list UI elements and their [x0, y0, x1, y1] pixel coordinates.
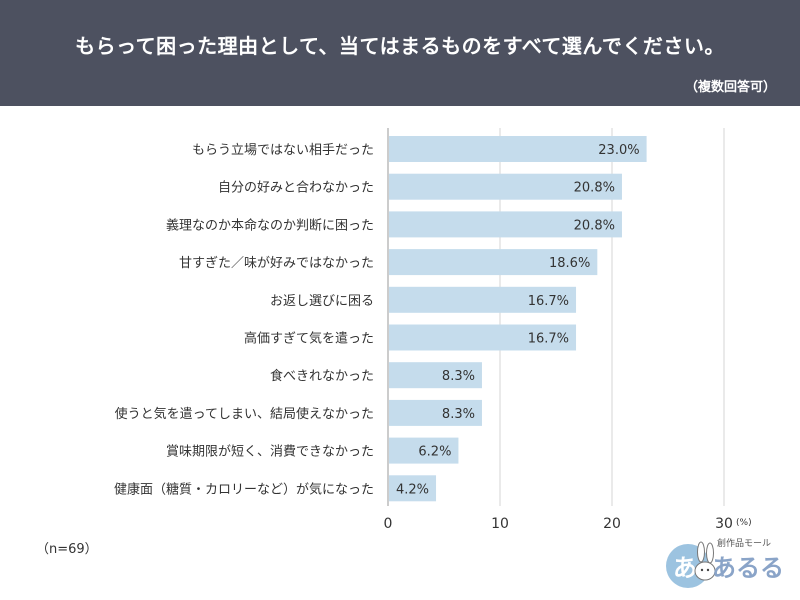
category-label: 義理なのか本命なのか判断に困った	[166, 217, 374, 233]
data-label: 20.8%	[574, 181, 615, 196]
bar-chart: もらう立場ではない相手だった 23.0% 自分の好みと合わなかった 20.8% 義理なの…	[114, 128, 752, 532]
chart-header: もらって困った理由として、当てはまるものをすべて選んでください。 （複数回答可）	[0, 0, 800, 106]
bar	[389, 437, 459, 464]
category-label: 自分の好みと合わなかった	[218, 181, 374, 196]
data-label: 8.3%	[442, 407, 475, 422]
bar	[389, 324, 577, 351]
category-label: もらう立場ではない相手だった	[192, 143, 374, 158]
brand-tagline: 創作品モール	[717, 539, 772, 549]
unit-label: (%)	[736, 518, 752, 528]
data-label: 6.2%	[418, 445, 451, 460]
bar	[389, 136, 647, 162]
svg-text:あ: あ	[673, 554, 697, 582]
bar	[389, 399, 482, 426]
data-label: 20.8%	[574, 218, 615, 233]
data-label: 4.2%	[396, 482, 429, 497]
category-label: お返し選びに困る	[270, 294, 374, 309]
data-label: 8.3%	[442, 369, 475, 384]
data-label: 23.0%	[598, 143, 639, 158]
sample-size-note: （n=69）	[36, 542, 98, 557]
category-label: 賞味期限が短く、消費できなかった	[166, 445, 374, 460]
chart-subtitle: （複数回答可）	[684, 80, 776, 95]
category-label: 甘すぎた／味が好みではなかった	[179, 256, 374, 271]
data-label: 16.7%	[528, 332, 569, 347]
x-tick-label: 20	[603, 516, 621, 532]
category-label: 高価すぎて気を遣った	[244, 331, 374, 347]
brand-logo: あ 創作品モール あるる	[660, 534, 790, 594]
x-tick-label: 0	[384, 516, 393, 532]
bar	[389, 211, 622, 238]
bar	[389, 475, 437, 502]
chart-title: もらって困った理由として、当てはまるものをすべて選んでください。	[75, 34, 725, 58]
bar	[389, 286, 577, 313]
bar	[389, 249, 598, 276]
category-label: 食べきれなかった	[270, 368, 374, 384]
data-label: 18.6%	[549, 256, 590, 271]
data-label: 16.7%	[528, 294, 569, 309]
bar	[389, 362, 482, 389]
rabbit-logo-icon: あ	[666, 541, 716, 588]
category-label: 使うと気を遣ってしまい、結局使えなかった	[115, 406, 374, 422]
x-tick-label: 30	[715, 516, 733, 532]
bar	[389, 173, 622, 200]
brand-name: あるる	[712, 554, 784, 582]
x-tick-label: 10	[491, 516, 509, 532]
category-label: 健康面（糖質・カロリーなど）が気になった	[114, 481, 374, 497]
